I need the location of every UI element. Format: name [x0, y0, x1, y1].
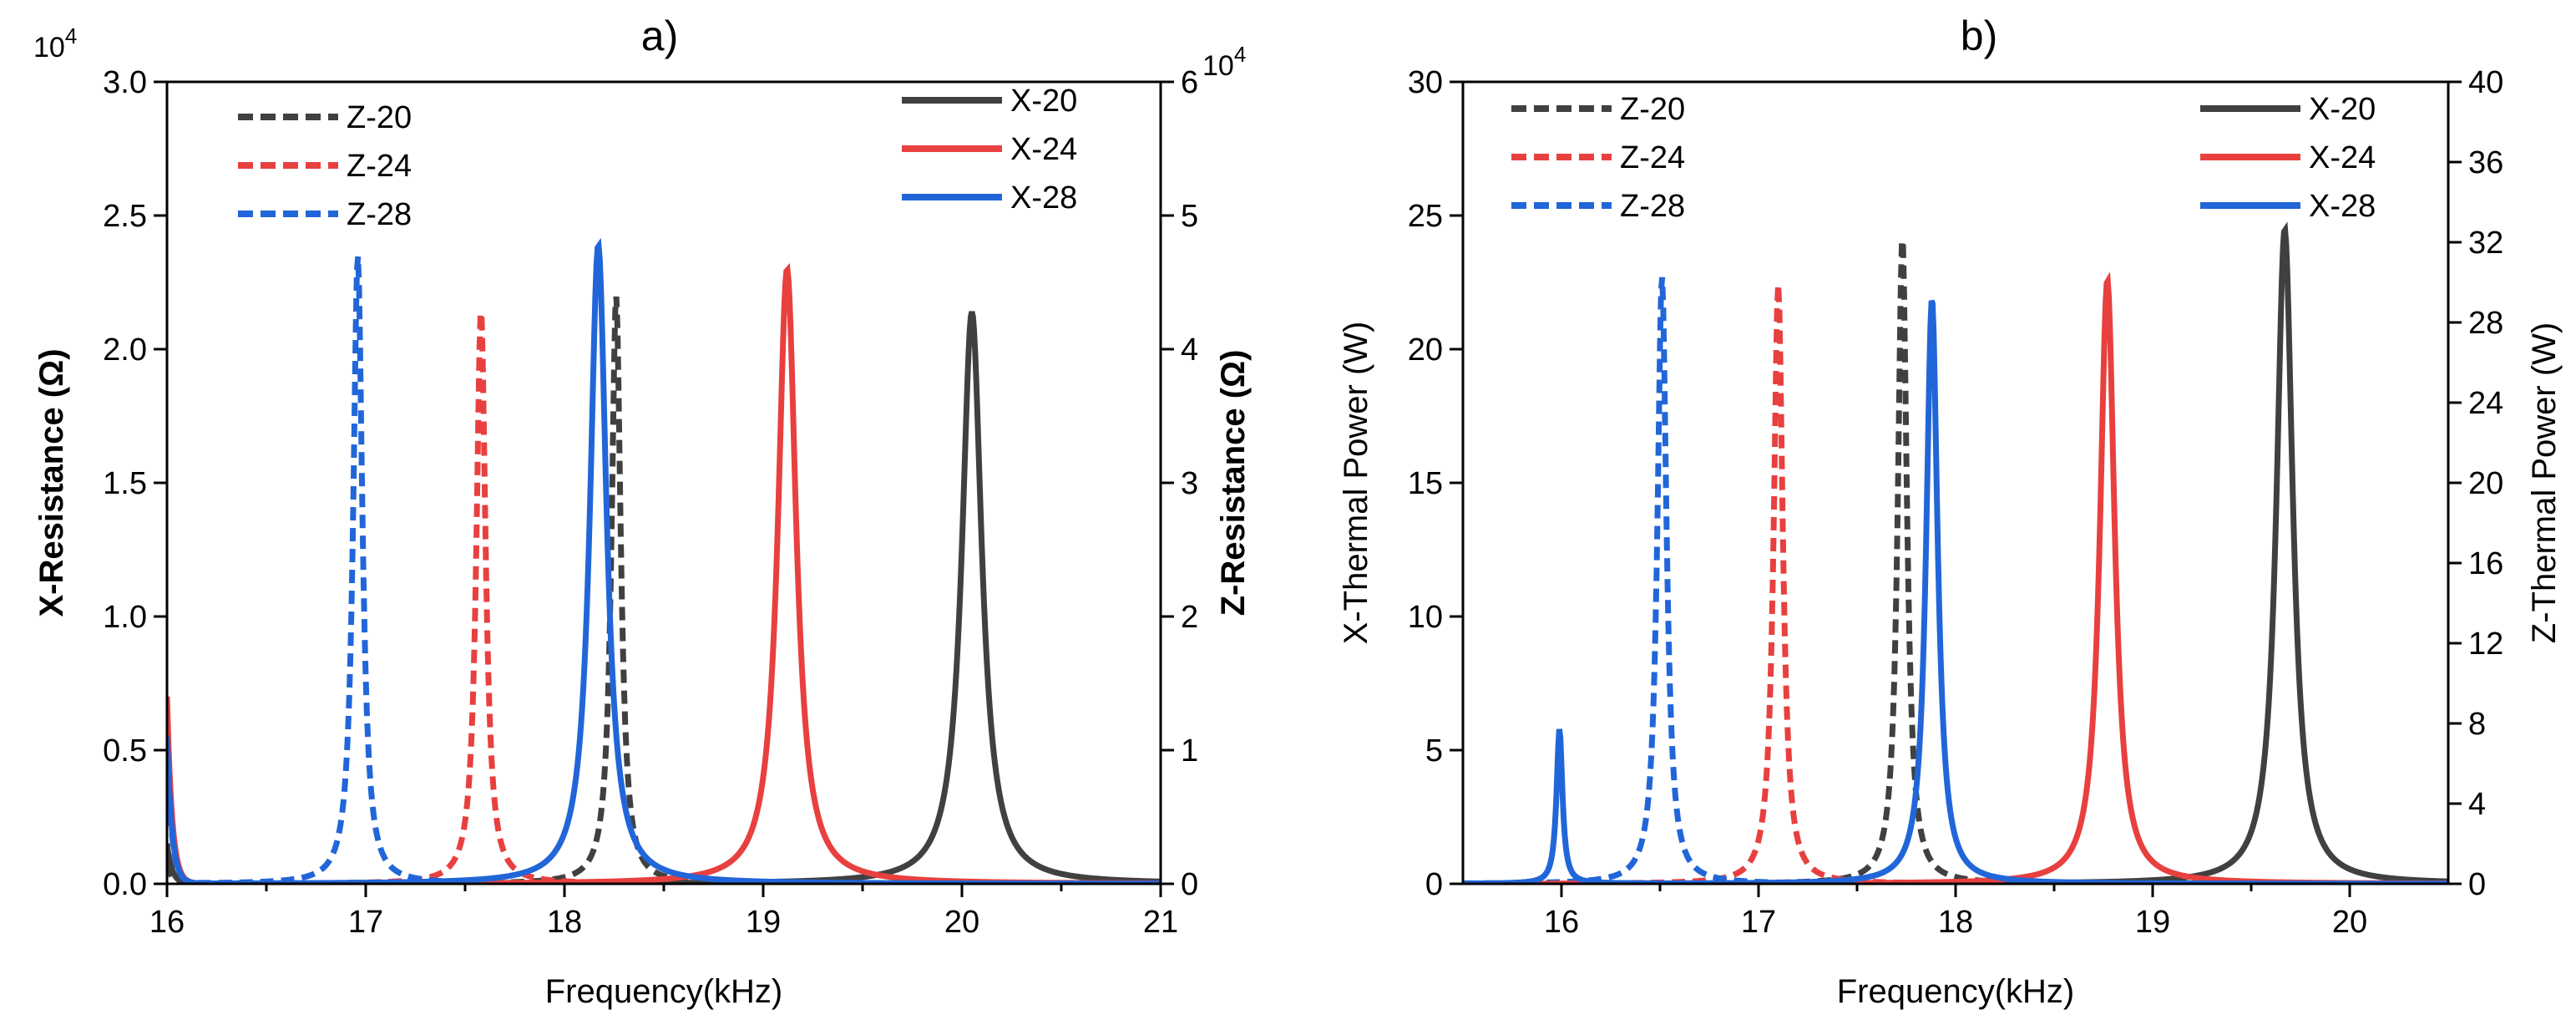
x-tick-label: 17: [1741, 905, 1776, 940]
y-left-tick-label: 10: [1408, 600, 1443, 635]
y-right-tick-label: 8: [2468, 707, 2486, 742]
x-tick-label: 20: [2332, 905, 2367, 940]
y-right-tick-label: 40: [2468, 65, 2503, 100]
y-right-tick-label: 28: [2468, 306, 2503, 341]
y-left-tick-label: 25: [1408, 199, 1443, 234]
y-left-tick-label: 1.0: [103, 600, 147, 635]
panel-a-left-multiplier: 104: [33, 23, 77, 63]
panel-b-x-title: Frequency(kHz): [1837, 973, 2075, 1010]
series-x-28-line: [1463, 299, 2448, 884]
y-right-tick-label: 36: [2468, 145, 2503, 180]
panel-b-title: b): [1961, 13, 1997, 59]
x-tick-label: 18: [547, 905, 582, 940]
y-left-tick-label: 5: [1425, 733, 1443, 769]
legend-label-z-28: Z-28: [1620, 189, 1685, 224]
x-tick-label: 20: [944, 905, 979, 940]
y-left-tick-label: 20: [1408, 332, 1443, 368]
legend-label-z-20: Z-20: [1620, 92, 1685, 127]
y-right-tick-label: 2: [1181, 600, 1198, 635]
legend-label-x-20: X-20: [1010, 84, 1077, 119]
series-z-20-line: [1463, 239, 2448, 884]
series-z-28-line: [1463, 277, 2448, 884]
y-left-tick-label: 2.5: [103, 199, 147, 234]
series-x-20-line: [1463, 221, 2448, 884]
y-right-tick-label: 12: [2468, 627, 2503, 662]
series-x-20-line: [167, 311, 1161, 884]
x-tick-label: 19: [2135, 905, 2170, 940]
x-tick-label: 19: [746, 905, 781, 940]
y-right-tick-label: 0: [1181, 867, 1198, 902]
y-right-tick-label: 5: [1181, 199, 1198, 234]
y-right-tick-label: 4: [1181, 332, 1198, 368]
y-left-tick-label: 15: [1408, 466, 1443, 501]
legend-label-z-24: Z-24: [347, 149, 412, 184]
x-tick-label: 16: [1544, 905, 1579, 940]
series-z-24-line: [1463, 284, 2448, 884]
y-left-tick-label: 1.5: [103, 466, 147, 501]
legend-label-z-28: Z-28: [347, 197, 412, 232]
y-right-tick-label: 24: [2468, 386, 2503, 421]
y-right-tick-label: 6: [1181, 65, 1198, 100]
y-left-tick-label: 2.0: [103, 332, 147, 368]
series-z-24-line: [167, 312, 1161, 884]
y-right-tick-label: 3: [1181, 466, 1198, 501]
panel-b-y-right-title: Z-Thermal Power (W): [2526, 322, 2563, 643]
y-right-tick-label: 32: [2468, 226, 2503, 261]
panel-a-x-title: Frequency(kHz): [545, 973, 783, 1010]
y-left-tick-label: 0: [1425, 867, 1443, 902]
panel-b-chart: b) 16 17 18 19 20 0 5 10 15 20 25 30 0 4 8 12 16 20 24 28…: [1338, 13, 2563, 1010]
legend-label-x-24: X-24: [1010, 132, 1077, 167]
y-right-tick-label: 4: [2468, 787, 2486, 822]
x-tick-label: 16: [149, 905, 185, 940]
legend-label-z-20: Z-20: [347, 100, 412, 135]
y-left-tick-label: 3.0: [103, 65, 147, 100]
y-left-tick-label: 0.5: [103, 733, 147, 769]
y-right-tick-label: 20: [2468, 466, 2503, 501]
y-right-tick-label: 16: [2468, 546, 2503, 581]
panel-a-right-multiplier: 104: [1202, 42, 1246, 82]
legend-label-x-28: X-28: [1010, 180, 1077, 216]
series-x-24-line: [1463, 271, 2448, 884]
legend-label-x-24: X-24: [2309, 140, 2376, 175]
panel-a-y-left-title: X-Resistance (Ω): [33, 348, 70, 616]
x-tick-label: 17: [348, 905, 383, 940]
x-tick-label: 18: [1938, 905, 1973, 940]
panel-a-title: a): [641, 13, 678, 59]
y-right-tick-label: 1: [1181, 733, 1198, 769]
legend-label-x-20: X-20: [2309, 92, 2376, 127]
panel-a-chart: a) 16 17 18 19 20 21 0.00.51.01.52.02.53.0 01…: [33, 13, 1252, 1010]
series-z-20-line: [167, 296, 1161, 884]
series-x-24-line: [167, 262, 1161, 884]
legend-label-x-28: X-28: [2309, 189, 2376, 224]
panel-a-y-right-title: Z-Resistance (Ω): [1215, 350, 1252, 616]
panel-b-y-left-title: X-Thermal Power (W): [1338, 322, 1374, 645]
legend-label-z-24: Z-24: [1620, 140, 1685, 175]
series-z-28-line: [167, 256, 1161, 884]
y-right-tick-label: 0: [2468, 867, 2486, 902]
series-x-28-line: [167, 237, 1161, 884]
y-left-tick-label: 0.0: [103, 867, 147, 902]
x-tick-label: 21: [1143, 905, 1178, 940]
y-left-tick-label: 30: [1408, 65, 1443, 100]
